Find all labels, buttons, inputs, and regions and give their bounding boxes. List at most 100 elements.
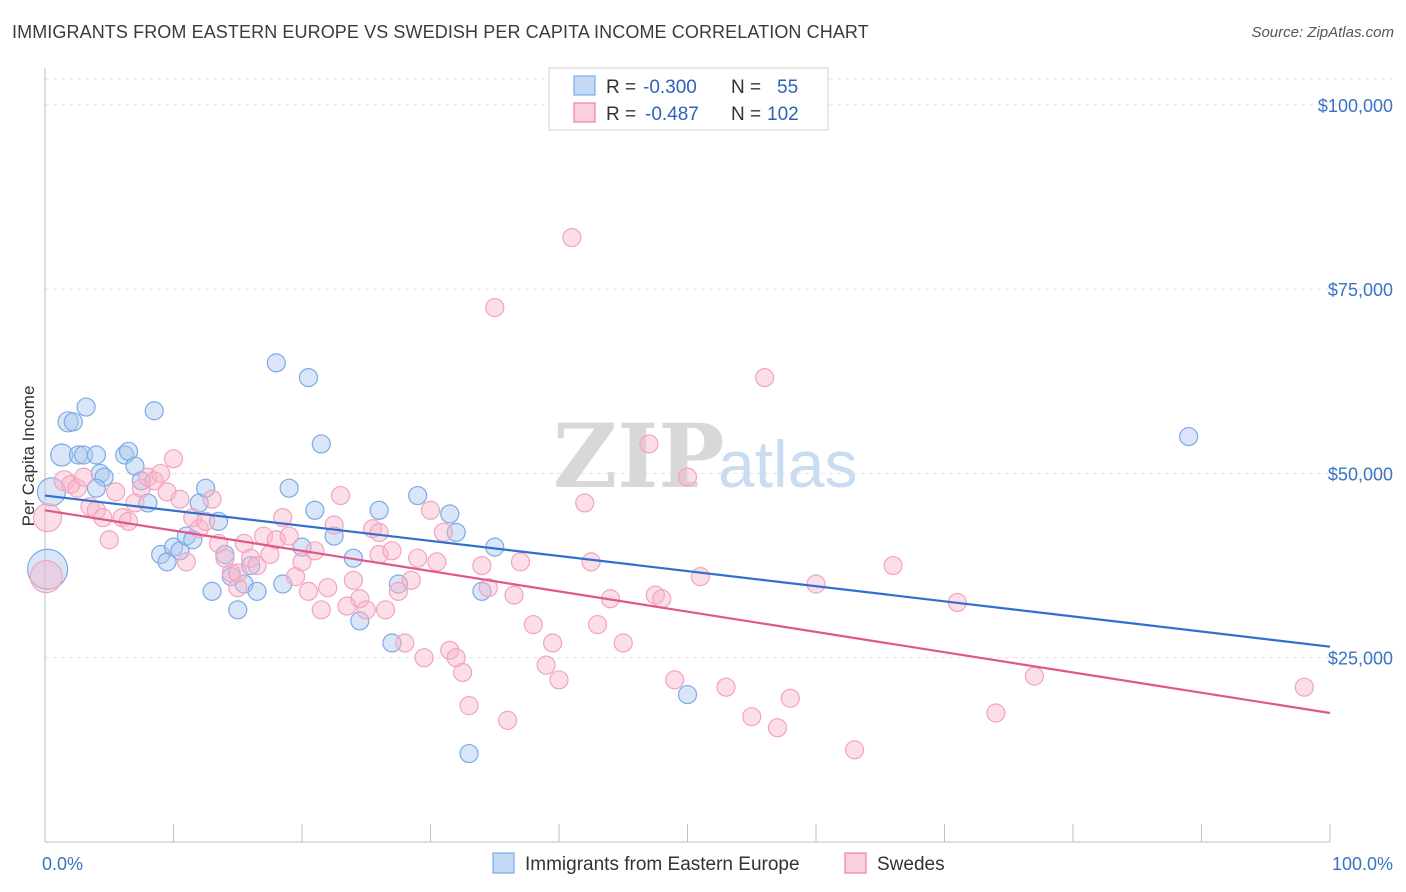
point-eastern-europe bbox=[311, 434, 331, 454]
legend-swatch-swedes bbox=[573, 102, 596, 123]
point-swedes bbox=[241, 548, 261, 568]
point-eastern-europe bbox=[76, 397, 96, 417]
point-swedes bbox=[228, 578, 248, 598]
legend-label-eastern-europe: Immigrants from Eastern Europe bbox=[525, 854, 800, 875]
point-swedes bbox=[99, 530, 119, 550]
point-eastern-europe bbox=[324, 526, 344, 546]
point-swedes bbox=[279, 526, 299, 546]
point-swedes bbox=[581, 552, 601, 572]
point-swedes bbox=[202, 489, 222, 509]
point-swedes bbox=[73, 467, 94, 487]
trend-lines bbox=[44, 494, 1331, 715]
point-swedes bbox=[414, 648, 434, 668]
point-swedes bbox=[645, 585, 665, 605]
point-eastern-europe bbox=[677, 684, 698, 705]
point-swedes bbox=[395, 633, 415, 653]
point-swedes bbox=[369, 522, 389, 543]
point-swedes bbox=[690, 567, 710, 587]
x-tick-label: 100.0% bbox=[1332, 854, 1393, 874]
point-swedes bbox=[427, 552, 447, 572]
point-swedes bbox=[780, 688, 800, 708]
watermark-zip: ZIP bbox=[553, 404, 725, 508]
y-tick-label: $50,000 bbox=[1328, 464, 1393, 484]
x-tick-label: 0.0% bbox=[42, 854, 83, 874]
point-swedes bbox=[883, 555, 903, 576]
point-swedes bbox=[523, 614, 543, 635]
point-eastern-europe bbox=[472, 581, 492, 601]
point-swedes bbox=[1294, 677, 1314, 697]
point-eastern-europe bbox=[196, 478, 216, 498]
point-swedes bbox=[510, 552, 531, 572]
trend-line-eastern-europe bbox=[44, 494, 1331, 648]
point-eastern-europe bbox=[63, 412, 83, 432]
point-swedes bbox=[151, 463, 171, 484]
point-swedes bbox=[318, 578, 338, 598]
y-axis-label: Per Capita Income bbox=[19, 386, 38, 527]
point-eastern-europe bbox=[202, 581, 222, 601]
legend-r-value: -0.487 bbox=[645, 104, 699, 125]
point-eastern-europe bbox=[228, 600, 248, 620]
point-swedes bbox=[459, 696, 479, 716]
point-swedes bbox=[767, 718, 788, 738]
point-swedes bbox=[986, 703, 1006, 723]
point-swedes bbox=[350, 589, 370, 609]
legend-r-value: -0.300 bbox=[643, 77, 697, 98]
correlation-legend: R = -0.300 N = 55 R = -0.487 N = 102 bbox=[548, 67, 829, 131]
point-swedes bbox=[639, 434, 659, 454]
point-swedes bbox=[542, 633, 563, 653]
point-eastern-europe bbox=[163, 537, 184, 557]
point-swedes bbox=[420, 500, 441, 520]
point-eastern-europe bbox=[369, 500, 389, 520]
point-swedes bbox=[408, 548, 428, 568]
point-swedes bbox=[485, 297, 505, 318]
point-swedes bbox=[144, 471, 164, 491]
point-swedes bbox=[401, 570, 421, 590]
legend-label-swedes: Swedes bbox=[877, 854, 945, 875]
y-tick-label: $25,000 bbox=[1328, 649, 1393, 669]
point-eastern-europe bbox=[94, 467, 114, 487]
point-swedes bbox=[498, 710, 518, 730]
point-swedes bbox=[106, 482, 126, 502]
point-eastern-europe bbox=[86, 445, 107, 465]
point-swedes bbox=[478, 578, 498, 598]
legend-n-value: 102 bbox=[767, 104, 799, 125]
watermark: ZIP atlas bbox=[553, 404, 857, 508]
point-swedes bbox=[343, 570, 363, 590]
watermark-atlas: atlas bbox=[718, 427, 857, 501]
point-swedes bbox=[652, 589, 672, 609]
source-label: Source: ZipAtlas.com bbox=[1251, 24, 1394, 41]
point-swedes bbox=[472, 555, 492, 576]
point-eastern-europe bbox=[440, 504, 460, 524]
point-swedes bbox=[382, 541, 402, 561]
point-swedes bbox=[433, 522, 453, 543]
point-eastern-europe bbox=[144, 401, 164, 421]
series-legend: Immigrants from Eastern Europe Swedes bbox=[492, 852, 945, 875]
point-eastern-europe bbox=[305, 500, 325, 520]
point-swedes bbox=[536, 655, 556, 675]
point-eastern-europe bbox=[279, 478, 299, 498]
point-swedes bbox=[440, 640, 460, 660]
point-eastern-europe bbox=[298, 368, 319, 388]
legend-swatch-eastern-europe bbox=[492, 852, 515, 874]
point-eastern-europe bbox=[57, 411, 79, 433]
point-swedes bbox=[806, 574, 826, 594]
point-swedes bbox=[266, 530, 286, 550]
point-eastern-europe bbox=[247, 581, 267, 601]
point-eastern-europe bbox=[1179, 426, 1199, 447]
point-swedes bbox=[549, 670, 569, 690]
point-swedes bbox=[170, 489, 190, 509]
point-eastern-europe bbox=[266, 353, 286, 373]
point-swedes bbox=[742, 707, 762, 727]
point-eastern-europe bbox=[50, 443, 74, 467]
point-swedes bbox=[67, 478, 87, 498]
point-swedes bbox=[298, 581, 319, 601]
point-swedes bbox=[29, 560, 63, 594]
legend-swatch-eastern-europe bbox=[573, 75, 596, 96]
point-swedes bbox=[562, 227, 582, 248]
chart-title: IMMIGRANTS FROM EASTERN EUROPE VS SWEDIS… bbox=[12, 22, 869, 42]
y-tick-labels: $25,000 $50,000 $75,000 $100,000 bbox=[1318, 96, 1393, 669]
point-swedes bbox=[754, 368, 775, 388]
point-eastern-europe bbox=[459, 743, 479, 764]
point-swedes bbox=[844, 740, 865, 760]
